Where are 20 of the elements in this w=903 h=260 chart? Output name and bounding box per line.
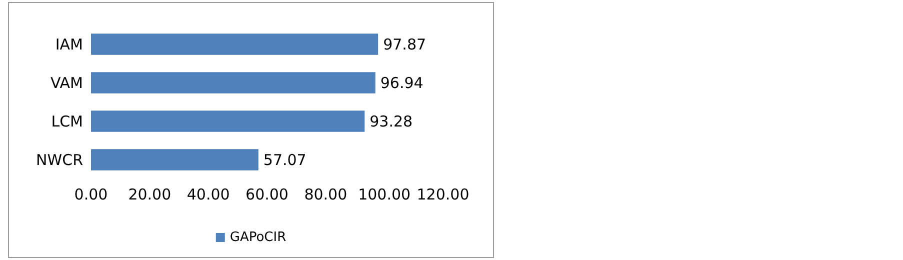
bar — [91, 34, 378, 55]
bar — [91, 149, 258, 170]
y-tick-label: NWCR — [36, 150, 83, 169]
y-tick-label: IAM — [55, 35, 83, 54]
legend-label: GAPoCIR — [230, 230, 286, 245]
data-label: 93.28 — [370, 112, 413, 130]
data-label: 97.87 — [383, 35, 426, 54]
x-tick-label: 40.00 — [186, 186, 230, 204]
x-tick-label: 100.00 — [358, 186, 411, 204]
y-tick-label: VAM — [50, 74, 83, 92]
x-tick-label: 0.00 — [74, 186, 108, 204]
y-tick-label: LCM — [51, 112, 83, 130]
x-tick-label: 80.00 — [304, 186, 348, 204]
bar — [91, 72, 376, 94]
x-tick-label: 20.00 — [128, 186, 172, 204]
x-tick-label: 120.00 — [416, 186, 470, 204]
data-label: 96.94 — [380, 74, 424, 92]
data-label: 57.07 — [263, 150, 306, 169]
x-tick-label: 60.00 — [246, 186, 288, 204]
bar — [91, 110, 365, 132]
